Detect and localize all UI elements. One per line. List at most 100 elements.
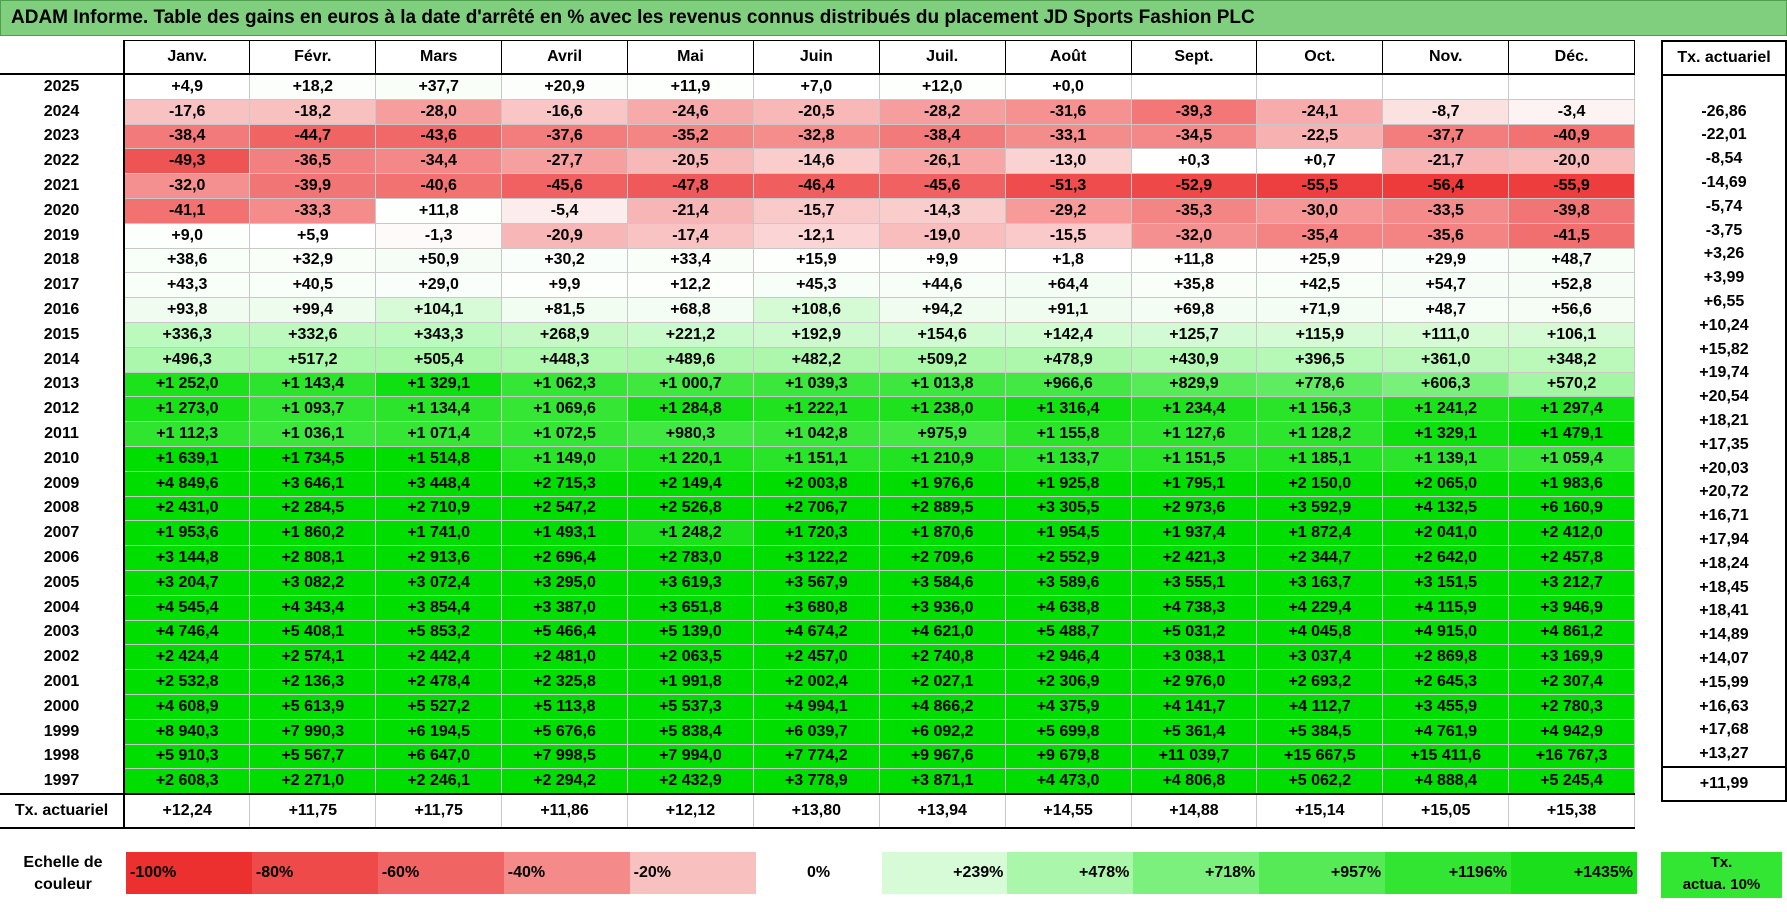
gain-cell: +4 132,5 bbox=[1382, 495, 1510, 522]
gain-cell: +489,6 bbox=[627, 346, 754, 373]
gain-cell: +2 889,5 bbox=[878, 495, 1006, 522]
legend-label: Echelle de couleur bbox=[0, 852, 126, 896]
gain-cell: -17,6 bbox=[123, 98, 251, 125]
rate-cell: +17,68 bbox=[1661, 718, 1787, 743]
gain-cell: +5 676,6 bbox=[501, 718, 628, 745]
gain-cell: +1 039,3 bbox=[752, 371, 880, 398]
gain-cell: +1 238,0 bbox=[878, 396, 1006, 423]
gain-cell: +1 234,4 bbox=[1130, 396, 1258, 423]
gain-cell: +966,6 bbox=[1004, 371, 1132, 398]
gain-cell: -36,5 bbox=[249, 148, 377, 175]
gain-cell: -13,0 bbox=[1004, 148, 1132, 175]
gain-cell: +1 479,1 bbox=[1508, 421, 1635, 447]
average-cell: +13,80 bbox=[752, 793, 880, 830]
gain-cell: +4 112,7 bbox=[1256, 693, 1384, 720]
gain-cell: -40,9 bbox=[1508, 123, 1635, 150]
gain-cell: -27,7 bbox=[501, 148, 628, 175]
gain-cell: +38,6 bbox=[123, 247, 251, 274]
gain-cell: +125,7 bbox=[1130, 321, 1258, 348]
year-label: 2006 bbox=[0, 545, 125, 571]
table-row: 2000 +4 608,9 +5 613,9 +5 527,2 +5 113,8 +5 5… bbox=[0, 693, 1635, 720]
gain-cell: +1 720,3 bbox=[752, 520, 880, 547]
average-cell: +12,12 bbox=[627, 793, 754, 830]
gain-cell: +8 940,3 bbox=[123, 718, 251, 745]
year-label: 2017 bbox=[0, 272, 125, 298]
legend-label-line1: Echelle de bbox=[23, 854, 103, 871]
gain-cell: +1 795,1 bbox=[1130, 470, 1258, 497]
gain-cell: -43,6 bbox=[375, 123, 503, 150]
year-label: 2012 bbox=[0, 396, 125, 422]
year-label: 2001 bbox=[0, 669, 125, 695]
gain-cell: +12,0 bbox=[878, 73, 1006, 100]
gain-cell: +4 608,9 bbox=[123, 693, 251, 720]
year-label: 2016 bbox=[0, 297, 125, 323]
gain-cell: +5 838,4 bbox=[627, 718, 754, 745]
legend-swatch: -80% bbox=[251, 852, 378, 894]
rate-table: Tx. actuariel -26,86 -22,01 -8,54 -14,69 -5,… bbox=[1661, 40, 1787, 803]
gain-cell: +4,9 bbox=[123, 73, 251, 100]
rate-row: +16,71 bbox=[1661, 504, 1787, 529]
gain-cell: +1 220,1 bbox=[627, 445, 754, 472]
legend-tx-swatch: Tx. actua. 10% bbox=[1661, 852, 1782, 898]
rate-cell: +18,21 bbox=[1661, 409, 1787, 433]
gain-cell: +1 514,8 bbox=[375, 445, 503, 472]
gain-cell: +4 761,9 bbox=[1382, 718, 1510, 745]
gain-cell: +2 246,1 bbox=[375, 768, 503, 795]
rate-cell: +3,99 bbox=[1661, 266, 1787, 291]
rate-header-row: Tx. actuariel bbox=[1661, 40, 1787, 76]
gain-cell: -39,3 bbox=[1130, 98, 1258, 125]
gain-cell: +4 746,4 bbox=[123, 619, 251, 646]
gain-cell: -24,6 bbox=[627, 98, 754, 125]
gain-cell: +2 284,5 bbox=[249, 495, 377, 522]
gain-cell: +64,4 bbox=[1004, 272, 1132, 299]
gain-cell: +1 983,6 bbox=[1508, 470, 1635, 497]
table-row: 2024 -17,6 -18,2 -28,0 -16,6 -24,6 -20,5 -28,2-… bbox=[0, 98, 1635, 125]
gain-cell: +2 526,8 bbox=[627, 495, 754, 522]
gain-cell: -39,9 bbox=[249, 173, 377, 199]
gain-cell: -20,9 bbox=[501, 222, 628, 249]
gain-cell: +3 212,7 bbox=[1508, 569, 1635, 596]
year-label: 2025 bbox=[0, 74, 125, 100]
year-label: 2005 bbox=[0, 570, 125, 596]
report-title: ADAM Informe. Table des gains en euros à… bbox=[0, 0, 1787, 36]
table-row: 2017 +43,3 +40,5 +29,0 +9,9 +12,2 +45,3 +44,6 +6… bbox=[0, 272, 1635, 299]
year-label: 1997 bbox=[0, 768, 125, 795]
rate-row bbox=[1661, 75, 1787, 100]
rate-row: +17,94 bbox=[1661, 528, 1787, 552]
gain-cell: +1 925,8 bbox=[1004, 470, 1132, 497]
gain-cell bbox=[1508, 73, 1635, 100]
rate-cell: -3,75 bbox=[1661, 218, 1787, 243]
gain-cell: +3 584,6 bbox=[878, 569, 1006, 596]
gain-cell: +5 113,8 bbox=[501, 693, 628, 720]
gain-cell: +2 642,0 bbox=[1382, 545, 1510, 571]
month-header: Janv. bbox=[123, 40, 251, 75]
gain-cell: +3 305,5 bbox=[1004, 495, 1132, 522]
gain-cell: +4 942,9 bbox=[1508, 718, 1635, 745]
rate-row: +15,99 bbox=[1661, 670, 1787, 695]
gain-cell: +7 998,5 bbox=[501, 743, 628, 770]
gain-cell: -47,8 bbox=[627, 173, 754, 199]
gain-cell: +361,0 bbox=[1382, 346, 1510, 373]
gain-cell: +2 065,0 bbox=[1382, 470, 1510, 497]
year-label: 2009 bbox=[0, 471, 125, 497]
gain-cell bbox=[1382, 73, 1510, 100]
gain-cell: +5 139,0 bbox=[627, 619, 754, 646]
gain-cell: -19,0 bbox=[878, 222, 1006, 249]
table-row: 2023 -38,4 -44,7 -43,6 -37,6 -35,2 -32,8 -38,4-… bbox=[0, 123, 1635, 150]
gain-cell: +15,9 bbox=[752, 247, 880, 274]
table-row: 2010 +1 639,1 +1 734,5 +1 514,8 +1 149,0 +1 2… bbox=[0, 445, 1635, 472]
gain-cell: +43,3 bbox=[123, 272, 251, 299]
gain-cell: +1 059,4 bbox=[1508, 445, 1635, 472]
gain-cell: +2 307,4 bbox=[1508, 669, 1635, 695]
average-cell: +14,88 bbox=[1130, 793, 1258, 830]
gain-cell: +3 871,1 bbox=[878, 768, 1006, 795]
year-label: 2004 bbox=[0, 595, 125, 621]
table-row: 2003 +4 746,4 +5 408,1 +5 853,2 +5 466,4 +5 1… bbox=[0, 619, 1635, 646]
gain-cell: +829,9 bbox=[1130, 371, 1258, 398]
year-label: 2002 bbox=[0, 644, 125, 670]
average-label: Tx. actuariel bbox=[0, 793, 125, 830]
gain-cell: +1 284,8 bbox=[627, 396, 754, 423]
gain-cell: +6 160,9 bbox=[1508, 495, 1635, 522]
rate-row: +19,74 bbox=[1661, 361, 1787, 386]
gain-cell: -1,3 bbox=[375, 222, 503, 249]
